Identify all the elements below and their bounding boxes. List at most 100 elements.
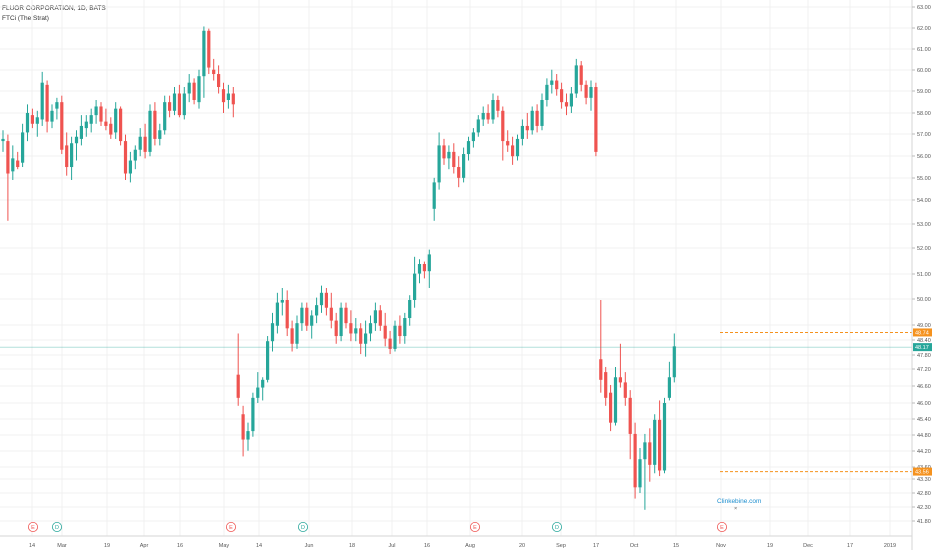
candle-body [123, 141, 128, 174]
candle [393, 320, 397, 352]
candle-body [462, 154, 466, 178]
price-tick-label: 52.00 [917, 246, 931, 252]
time-tick-label: 2019 [884, 543, 896, 549]
price-tick-label: 50.00 [917, 297, 931, 303]
candle [35, 110, 39, 137]
candle [40, 71, 44, 126]
time-tick-label: Apr [140, 543, 149, 549]
study-label[interactable]: FTCi (The Strat) [2, 15, 49, 22]
candle [30, 108, 34, 129]
candle-body [427, 254, 431, 272]
earnings-marker[interactable]: E [225, 522, 236, 533]
earnings-marker[interactable]: E [27, 522, 38, 533]
candle [94, 99, 98, 124]
price-axis[interactable]: 63.00 62.00 61.00 60.00 59.00 58.00 57.00 56.00… [912, 5, 931, 525]
candle [133, 145, 137, 170]
candle [182, 87, 186, 120]
candle [413, 256, 417, 308]
dividend-marker[interactable]: D [297, 522, 308, 533]
candle-body [280, 300, 284, 303]
candle-body [638, 459, 642, 488]
event-label: E [473, 525, 477, 531]
candle [471, 128, 475, 148]
candle-body [256, 387, 260, 398]
candle [662, 397, 667, 474]
candle [535, 104, 539, 133]
candle-body [623, 382, 627, 398]
candle [569, 87, 573, 113]
candle-body [270, 323, 275, 342]
candle [329, 292, 333, 329]
candle-body [40, 82, 44, 120]
candle [408, 295, 412, 326]
candle-body [275, 302, 279, 326]
time-tick-label: Oct [630, 543, 639, 549]
candle-body [653, 419, 657, 465]
candle [192, 78, 196, 105]
level-lines [0, 331, 912, 473]
candle-body [613, 377, 618, 423]
dividend-marker[interactable]: D [52, 522, 63, 533]
price-tick-label: 55.00 [917, 176, 931, 182]
candle [594, 82, 598, 157]
candle [148, 104, 152, 157]
candle-body [437, 145, 441, 183]
candle-body [310, 315, 314, 326]
candle [354, 318, 358, 342]
candle [280, 288, 284, 316]
event-circle [469, 522, 480, 533]
earnings-marker[interactable]: E [469, 522, 480, 533]
candle [613, 366, 618, 426]
time-tick-label: 16 [177, 543, 183, 549]
candle-body [344, 307, 348, 324]
candle [158, 123, 162, 146]
candle [305, 302, 309, 331]
candle-body [74, 136, 79, 144]
candle [422, 261, 426, 279]
candle-body [109, 123, 113, 135]
time-axis[interactable]: 14 Mar 19 Apr 16 May 14 Jun 18 Jul 16 Aug 20 Sep 17 Oct… [29, 543, 896, 549]
candle [373, 302, 377, 331]
candle-body [604, 372, 608, 398]
time-tick-label: 17 [847, 543, 853, 549]
candle-body [339, 307, 343, 337]
price-tag-bg [913, 328, 932, 337]
earnings-marker[interactable]: E [717, 522, 728, 533]
candle-body [11, 158, 15, 172]
price-tick-label: 57.00 [917, 132, 931, 138]
candle-body [609, 392, 613, 423]
candle-body [373, 310, 377, 324]
candle-body [466, 141, 471, 155]
level-price-tag: 43.56 [913, 467, 932, 476]
candle-body [50, 110, 54, 122]
candle-body [133, 149, 137, 161]
candle-body [172, 93, 177, 111]
candle-body [520, 125, 524, 139]
candle [89, 108, 93, 133]
candle-body [45, 84, 49, 122]
time-tick-label: Nov [716, 543, 726, 549]
candle [319, 285, 324, 313]
candle [315, 297, 319, 324]
candle-body [1, 138, 5, 142]
candle-body [192, 82, 196, 100]
dividend-marker[interactable]: D [552, 522, 563, 533]
event-circle [297, 522, 308, 533]
candle-body [496, 99, 500, 111]
candle [300, 302, 304, 331]
time-tick-label: Aug [465, 543, 475, 549]
candle-body [579, 65, 583, 85]
candle-body [236, 374, 240, 398]
candle [643, 433, 647, 510]
candle-body [569, 93, 573, 107]
candle [231, 87, 235, 118]
cursor-mark: × [734, 506, 737, 512]
price-tick-label: 63.00 [917, 5, 931, 11]
level-price-tag: 48.74 [913, 328, 932, 337]
candle [564, 93, 569, 116]
candle [153, 102, 157, 146]
candle-body [231, 93, 235, 105]
candle [368, 315, 373, 342]
candle [530, 106, 534, 135]
